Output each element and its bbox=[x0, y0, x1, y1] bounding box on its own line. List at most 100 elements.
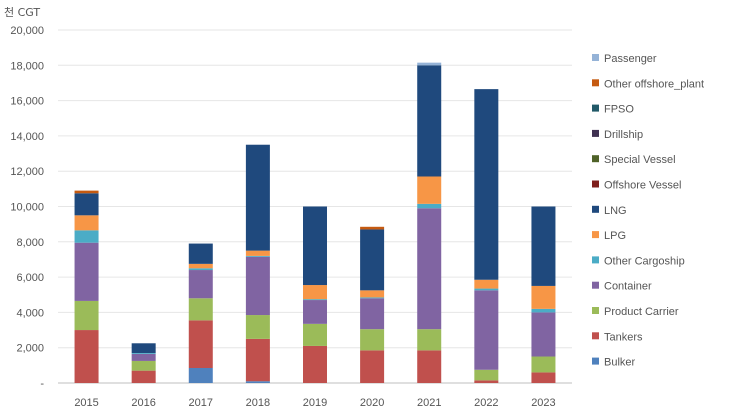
legend-swatch bbox=[592, 281, 599, 289]
bar-segment-other-cargoship bbox=[188, 268, 213, 271]
bar-segment-lpg bbox=[303, 285, 327, 300]
legend-label: LNG bbox=[604, 205, 627, 217]
legend-label: Special Vessel bbox=[604, 154, 676, 166]
bar-segment-product-carrier bbox=[360, 329, 385, 351]
bar-segment-other-cargoship bbox=[245, 255, 270, 257]
bar-segment-lng bbox=[245, 144, 270, 251]
legend-item-drillship: Drillship bbox=[592, 129, 643, 141]
y-tick-label: 18,000 bbox=[10, 60, 44, 72]
x-tick-label: 2016 bbox=[131, 397, 155, 409]
unit-label: 천 CGT bbox=[4, 5, 40, 19]
bar-segment-tankers bbox=[245, 338, 270, 382]
legend-item-bulker: Bulker bbox=[592, 357, 636, 369]
legend-label: Other offshore_plant bbox=[604, 78, 704, 90]
y-tick-label: - bbox=[40, 378, 44, 390]
bar-segment-product-carrier bbox=[188, 298, 213, 321]
legend-swatch bbox=[592, 332, 599, 340]
bar-segment-container bbox=[131, 353, 156, 361]
x-tick-label: 2019 bbox=[303, 397, 327, 409]
bar-segment-lng bbox=[531, 206, 556, 286]
x-tick-label: 2023 bbox=[531, 397, 555, 409]
bar-segment-lpg bbox=[360, 290, 385, 298]
bar-segment-container bbox=[74, 242, 99, 301]
bar-segment-other-cargoship bbox=[474, 288, 499, 291]
bar-segment-product-carrier bbox=[303, 323, 327, 346]
legend-item-passenger: Passenger bbox=[592, 53, 657, 65]
bar-segment-lng bbox=[360, 229, 385, 291]
bar-segment-other-offshore-plant bbox=[360, 226, 385, 230]
bar-segment-product-carrier bbox=[131, 360, 156, 371]
bar-stack-2019 bbox=[303, 206, 327, 383]
bar-stack-2022 bbox=[474, 89, 499, 383]
bar-stack-2021 bbox=[417, 62, 442, 383]
legend-item-tankers: Tankers bbox=[592, 331, 643, 343]
bar-stack-2015 bbox=[74, 190, 99, 383]
bar-segment-lng bbox=[188, 243, 213, 264]
y-tick-label: 4,000 bbox=[16, 307, 44, 319]
bar-segment-lng bbox=[131, 343, 156, 353]
bar-segment-container bbox=[360, 298, 385, 330]
bar-segment-other-offshore-plant bbox=[74, 190, 99, 194]
y-tick-label: 20,000 bbox=[10, 25, 44, 37]
bar-segment-lpg bbox=[188, 263, 213, 269]
bar-segment-passenger bbox=[417, 62, 442, 66]
legend-label: Passenger bbox=[604, 53, 657, 65]
legend-swatch bbox=[592, 180, 599, 188]
bar-stack-2020 bbox=[360, 226, 385, 383]
bar-segment-container bbox=[303, 300, 327, 324]
legend-item-fpso: FPSO bbox=[592, 104, 634, 116]
bar-segment-lng bbox=[417, 65, 442, 177]
legend-swatch bbox=[592, 357, 599, 365]
x-tick-label: 2020 bbox=[360, 397, 384, 409]
bar-segment-bulker bbox=[245, 381, 270, 383]
y-tick-label: 12,000 bbox=[10, 166, 44, 178]
y-tick-label: 16,000 bbox=[10, 96, 44, 108]
x-tick-label: 2022 bbox=[474, 397, 498, 409]
bar-stack-2017 bbox=[188, 243, 213, 383]
bar-segment-lng bbox=[474, 89, 499, 280]
legend-swatch bbox=[592, 79, 599, 87]
bar-segment-lpg bbox=[245, 250, 270, 256]
bar-segment-product-carrier bbox=[74, 300, 99, 331]
x-tick-label: 2015 bbox=[74, 397, 98, 409]
bar-stack-2023 bbox=[531, 206, 556, 383]
legend-item-lng: LNG bbox=[592, 205, 627, 217]
legend-swatch bbox=[592, 205, 599, 213]
bar-segment-product-carrier bbox=[474, 369, 499, 381]
y-axis-tick-labels: - 2,000 4,000 6,000 8,000 10,000 12,000 14,000 1… bbox=[10, 25, 44, 390]
y-tick-label: 10,000 bbox=[10, 202, 44, 214]
bar-segment-lpg bbox=[74, 215, 99, 231]
y-tick-label: 6,000 bbox=[16, 272, 44, 284]
legend-swatch bbox=[592, 307, 599, 314]
bar-segment-other-cargoship bbox=[531, 308, 556, 313]
x-axis-tick-labels: 2015 2016 2017 2018 2019 2020 2021 2022 2023 bbox=[74, 397, 555, 409]
bar-segment-bulker bbox=[188, 367, 213, 383]
legend-swatch bbox=[592, 155, 599, 163]
legend-swatch bbox=[592, 256, 599, 264]
legend-label: Bulker bbox=[604, 357, 636, 369]
y-tick-label: 8,000 bbox=[16, 237, 44, 249]
legend-label: LPG bbox=[604, 230, 626, 242]
legend-item-lpg: LPG bbox=[592, 230, 626, 242]
legend-swatch bbox=[592, 129, 599, 137]
legend-label: Tankers bbox=[604, 331, 643, 343]
x-tick-label: 2017 bbox=[189, 397, 213, 409]
bar-segment-other-cargoship bbox=[131, 352, 156, 354]
bar-segment-product-carrier bbox=[245, 315, 270, 339]
legend-label: Drillship bbox=[604, 129, 643, 141]
legend-item-container: Container bbox=[592, 281, 652, 293]
bar-segment-container bbox=[531, 312, 556, 357]
bar-segment-product-carrier bbox=[531, 356, 556, 373]
bar-segment-tankers bbox=[531, 372, 556, 383]
bar-segment-other-cargoship bbox=[74, 230, 99, 243]
x-tick-label: 2021 bbox=[417, 397, 441, 409]
bar-segment-tankers bbox=[303, 345, 327, 383]
y-tick-label: 14,000 bbox=[10, 131, 44, 143]
legend-label: Product Carrier bbox=[604, 306, 679, 318]
bar-segment-product-carrier bbox=[417, 329, 442, 351]
bar-segment-lpg bbox=[531, 285, 556, 309]
bar-segment-lpg bbox=[417, 176, 442, 204]
legend: Passenger Other offshore_plant FPSO Drillsh… bbox=[592, 53, 704, 369]
bar-segment-tankers bbox=[188, 320, 213, 368]
